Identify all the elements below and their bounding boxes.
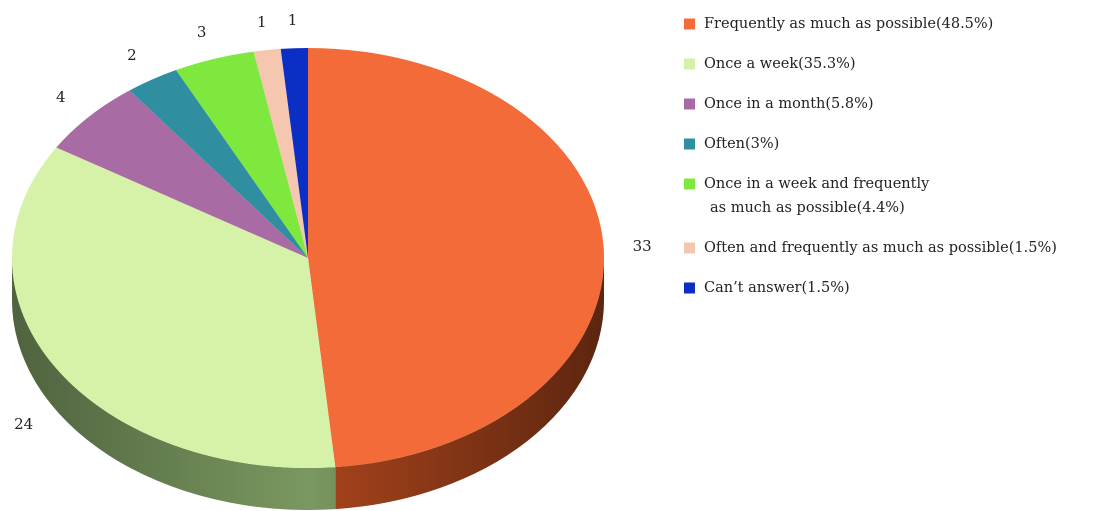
legend-swatch-0 [684,18,695,30]
pie-side-shading [12,258,604,510]
pie-slices [12,48,605,469]
legend-label-6: Can’t answer(1.5%) [704,280,850,296]
legend-swatch-5 [684,242,695,254]
legend-label-2: Once in a month(5.8%) [704,96,874,112]
legend-item-3: Often(3%) [684,136,779,152]
pie-value-label-1: 24 [14,415,33,433]
legend-swatch-3 [684,138,695,150]
pie-slice-0 [308,48,605,468]
legend-label-4: Once in a week and frequently [704,176,930,192]
legend-item-0: Frequently as much as possible(48.5%) [684,16,993,32]
pie-value-label-4: 3 [197,23,207,41]
pie-value-label-5: 1 [257,13,267,31]
pie-slice-5 [253,48,308,258]
legend-item-1: Once a week(35.3%) [684,56,856,72]
pie-slice-2 [56,90,309,258]
legend-label-0: Frequently as much as possible(48.5%) [704,16,993,32]
legend-label-5: Often and frequently as much as possible… [704,240,1057,256]
legend-swatch-1 [684,58,695,70]
pie-slice-1 [12,147,336,469]
legend: Frequently as much as possible(48.5%) Onc… [684,16,1057,296]
pie-value-label-0: 33 [633,237,652,255]
legend-item-6: Can’t answer(1.5%) [684,280,850,296]
pie-value-label-3: 2 [127,46,137,64]
legend-swatch-4 [684,178,695,190]
legend-item-4: Once in a week and frequently as much as … [684,176,930,216]
pie-slice-3 [129,70,308,258]
legend-label-4-line-1: as much as possible(4.4%) [710,200,905,216]
legend-item-2: Once in a month(5.8%) [684,96,874,112]
legend-swatch-6 [684,282,695,294]
legend-label-1: Once a week(35.3%) [704,56,856,72]
pie-sides [12,258,604,511]
legend-label-3: Often(3%) [704,136,779,152]
legend-swatch-2 [684,98,695,110]
pie-slice-4 [176,51,308,258]
legend-item-5: Often and frequently as much as possible… [684,240,1057,256]
pie-slice-6 [280,48,308,258]
pie-value-label-6: 1 [288,11,298,29]
pie-value-label-2: 4 [56,88,66,106]
pie-value-labels: 33 24 4 2 3 1 1 [14,11,652,433]
